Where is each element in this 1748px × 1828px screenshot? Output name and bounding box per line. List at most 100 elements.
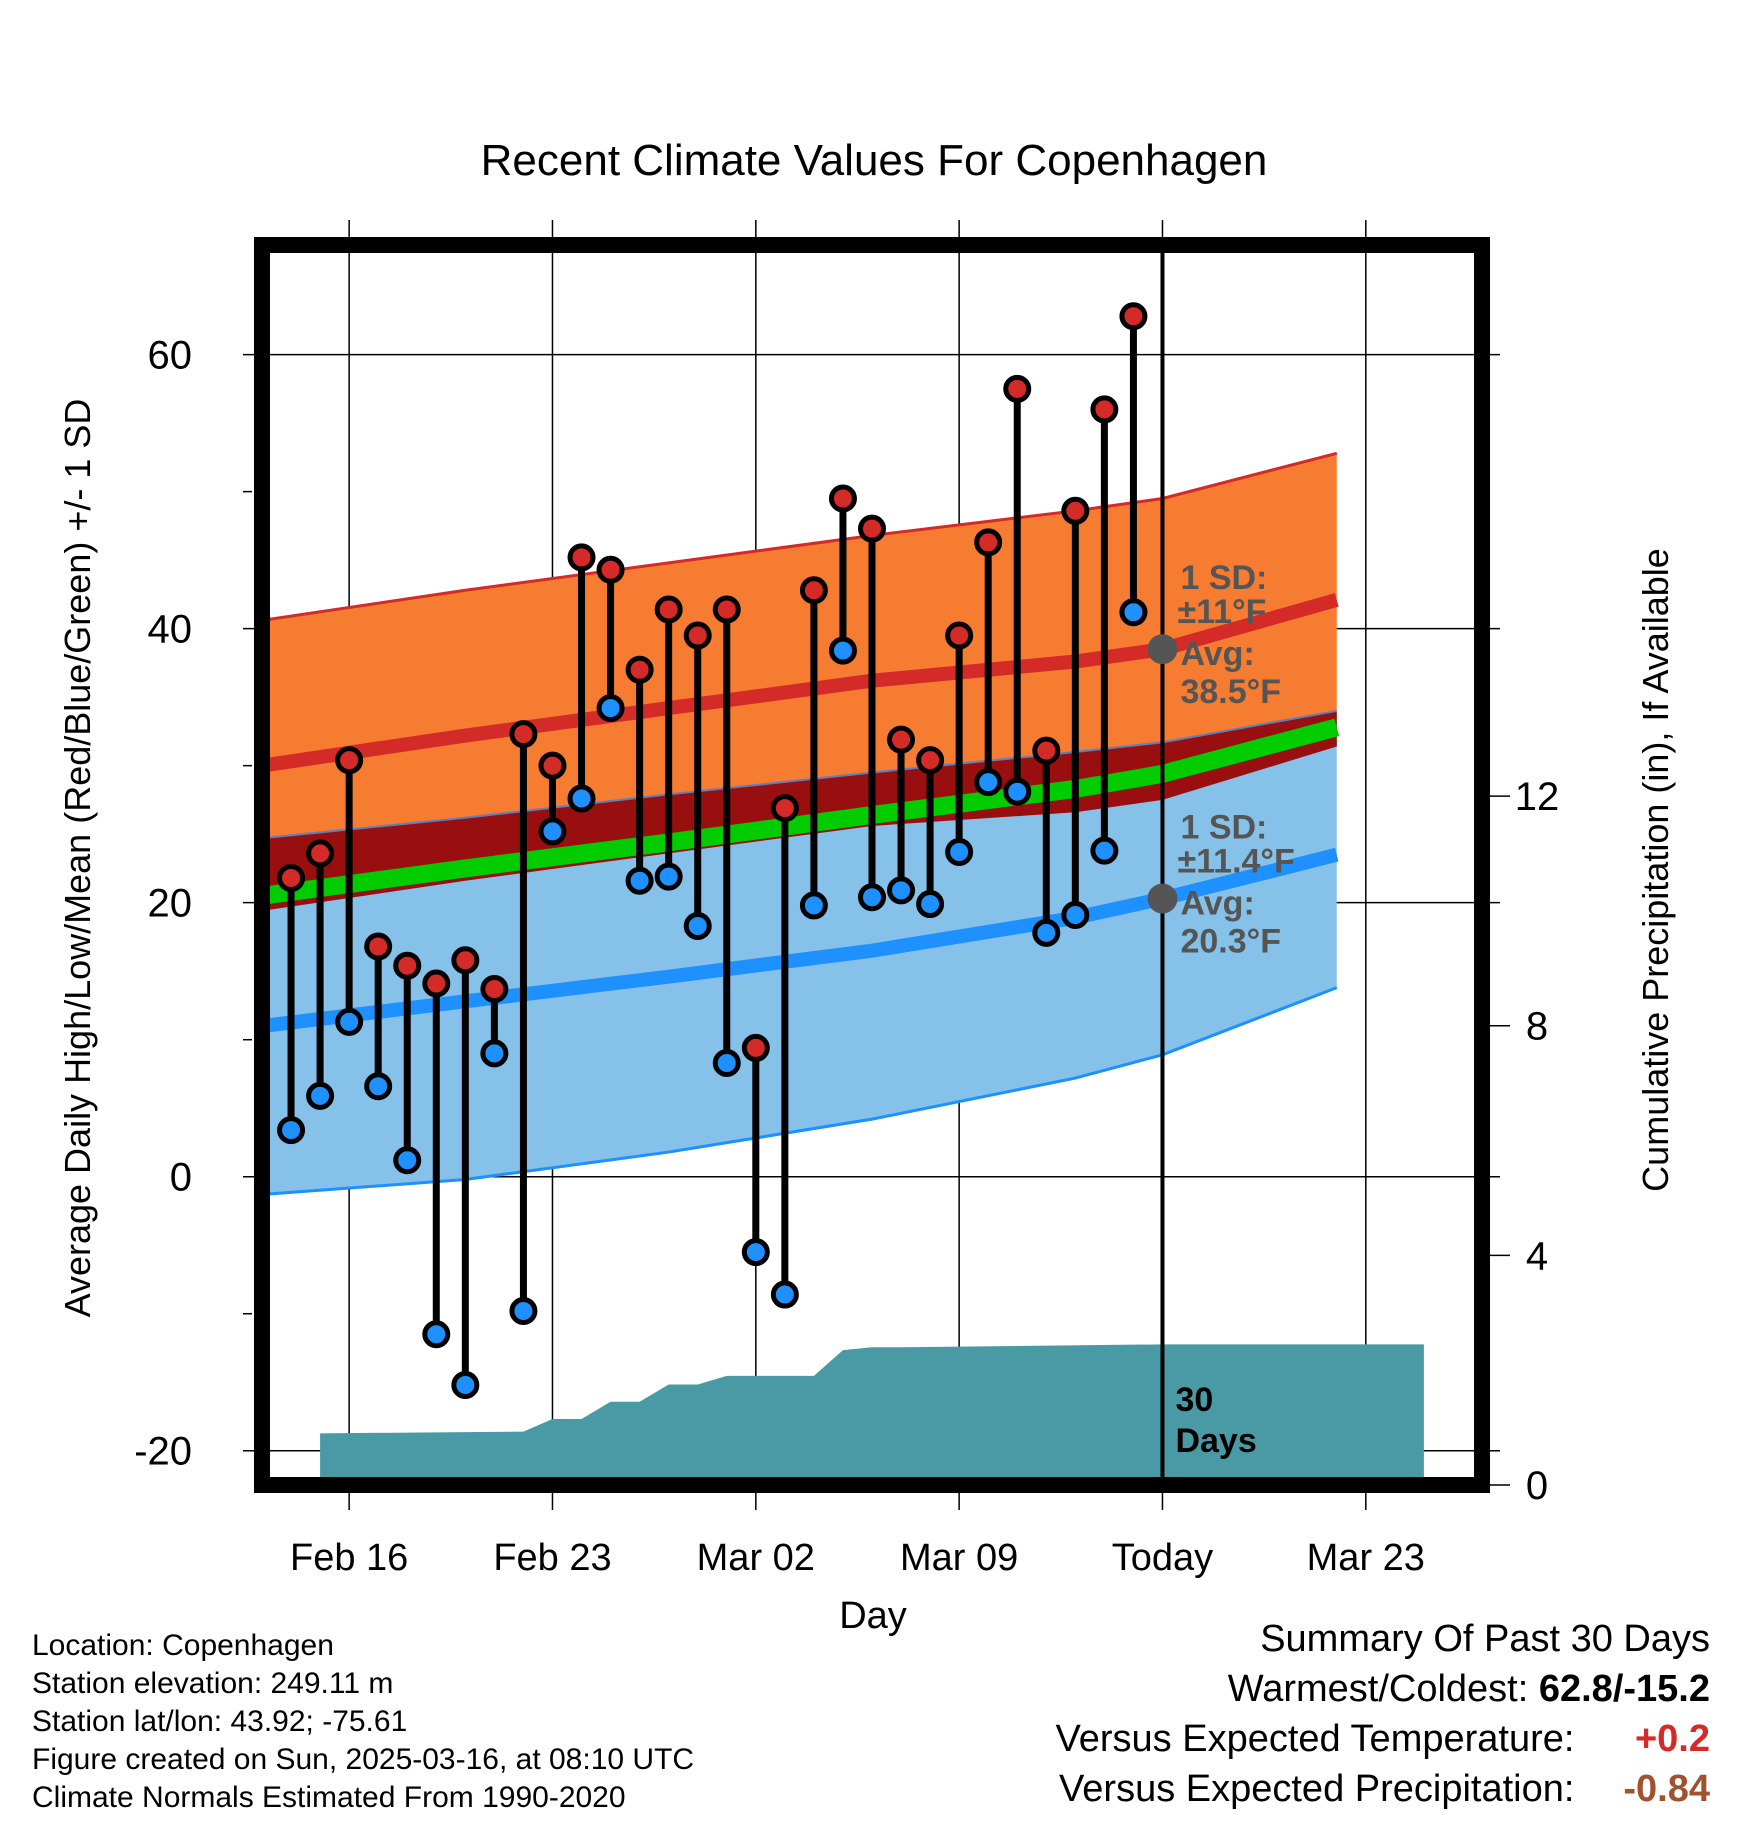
observed-high-point xyxy=(770,794,799,823)
observed-high-point xyxy=(335,746,364,775)
observed-low-point xyxy=(1032,918,1061,947)
observed-low-point xyxy=(1061,901,1090,930)
warmest-value: 62.8/-15.2 xyxy=(1538,1668,1710,1710)
observed-low-point xyxy=(538,817,567,846)
x-tick-label: Today xyxy=(1112,1537,1213,1579)
precip-label: Versus Expected Precipitation: xyxy=(1059,1768,1575,1810)
observed-high-point xyxy=(799,576,828,605)
window-label: Days xyxy=(1175,1422,1256,1460)
observed-high-point xyxy=(364,932,393,961)
latlon-text: Station lat/lon: 43.92; -75.61 xyxy=(32,1705,408,1738)
observed-high-point xyxy=(625,655,654,684)
observed-low-point xyxy=(451,1370,480,1399)
chart-title: Recent Climate Values For Copenhagen xyxy=(481,136,1268,185)
location-text: Location: Copenhagen xyxy=(32,1629,334,1662)
y-tick-label: 0 xyxy=(170,1156,192,1200)
observed-high-point xyxy=(654,595,683,624)
window-label: 30 xyxy=(1175,1381,1213,1419)
x-tick-label: Feb 16 xyxy=(290,1537,408,1579)
created-text: Figure created on Sun, 2025-03-16, at 08… xyxy=(32,1743,695,1776)
y-axis-label: Average Daily High/Low/Mean (Red/Blue/Gr… xyxy=(57,399,98,1318)
observed-low-point xyxy=(480,1039,509,1068)
observed-low-point xyxy=(799,891,828,920)
summary-temp: Versus Expected Temperature: +0.2 xyxy=(1056,1718,1710,1768)
observed-high-point xyxy=(1061,496,1090,525)
observed-high-point xyxy=(480,975,509,1003)
observed-high-point xyxy=(596,555,625,584)
low-avg-marker xyxy=(1147,883,1178,914)
observed-high-point xyxy=(451,946,480,975)
observed-high-point xyxy=(277,864,306,893)
observed-low-point xyxy=(945,837,974,866)
observed-low-point xyxy=(712,1048,741,1077)
observed-high-point xyxy=(945,621,974,650)
observed-high-point xyxy=(1003,374,1032,403)
observed-low-point xyxy=(858,883,886,912)
observed-low-point xyxy=(1090,836,1119,865)
observed-high-point xyxy=(974,528,1003,557)
low-annotation-line: 1 SD: xyxy=(1180,809,1267,847)
observed-high-point xyxy=(741,1033,770,1062)
summary-precip: Versus Expected Precipitation: -0.84 xyxy=(1056,1768,1710,1818)
y2-tick-label: 8 xyxy=(1526,1005,1548,1049)
observed-low-point xyxy=(1003,777,1032,806)
high-annotation-line: 1 SD: xyxy=(1180,559,1267,597)
observed-low-point xyxy=(596,694,625,723)
low-annotation-line: ±11.4°F xyxy=(1177,843,1294,881)
observed-high-point xyxy=(393,951,422,980)
observed-high-point xyxy=(306,839,335,868)
y-tick-label: 40 xyxy=(148,608,193,652)
observed-low-point xyxy=(567,784,596,813)
elevation-text: Station elevation: 249.11 m xyxy=(32,1667,394,1700)
observed-low-point xyxy=(828,636,857,665)
observed-low-point xyxy=(364,1072,393,1101)
normals-text: Climate Normals Estimated From 1990-2020 xyxy=(32,1781,626,1814)
y2-tick-label: 0 xyxy=(1526,1464,1548,1508)
y-tick-label: 60 xyxy=(148,334,193,378)
observed-high-point xyxy=(887,725,916,754)
observed-low-point xyxy=(509,1296,538,1325)
low-annotation-line: Avg: xyxy=(1180,885,1254,923)
observed-high-point xyxy=(1032,736,1061,765)
y2-tick-label: 12 xyxy=(1515,775,1560,819)
observed-high-point xyxy=(509,720,538,749)
observed-low-point xyxy=(277,1116,306,1145)
temp-label: Versus Expected Temperature: xyxy=(1055,1718,1575,1760)
observed-low-point xyxy=(422,1320,451,1349)
observed-high-point xyxy=(712,595,741,624)
x-tick-label: Feb 23 xyxy=(493,1537,611,1579)
low-annotation-line: 20.3°F xyxy=(1180,923,1281,961)
high-annotation-line: 38.5°F xyxy=(1180,673,1281,711)
y2-tick-label: 4 xyxy=(1526,1234,1548,1278)
warmest-label: Warmest/Coldest: xyxy=(1227,1668,1529,1710)
observed-high-point xyxy=(422,969,451,998)
observed-low-point xyxy=(625,866,654,895)
observed-low-point xyxy=(335,1007,364,1036)
summary-warmest: Warmest/Coldest: 62.8/-15.2 xyxy=(1056,1668,1710,1718)
observed-high-point xyxy=(916,746,945,775)
high-avg-marker xyxy=(1147,634,1178,665)
observed-low-point xyxy=(306,1081,335,1110)
summary-heading: Summary Of Past 30 Days xyxy=(1260,1618,1710,1660)
high-annotation-line: ±11°F xyxy=(1177,593,1266,631)
observed-low-point xyxy=(741,1238,770,1267)
y-tick-label: 20 xyxy=(148,882,193,926)
observed-high-point xyxy=(1090,395,1119,424)
observed-high-point xyxy=(538,751,567,780)
precip-value: -0.84 xyxy=(1623,1768,1710,1810)
high-annotation-line: Avg: xyxy=(1180,635,1254,673)
plot-frame xyxy=(254,237,1490,1493)
temp-value: +0.2 xyxy=(1634,1718,1710,1760)
x-tick-label: Mar 02 xyxy=(697,1537,815,1579)
summary-panel: Summary Of Past 30 Days Warmest/Coldest:… xyxy=(1056,1618,1710,1818)
y-tick-label: -20 xyxy=(134,1430,192,1474)
x-tick-label: Mar 09 xyxy=(900,1537,1018,1579)
observed-high-point xyxy=(828,484,857,513)
x-tick-label: Mar 23 xyxy=(1307,1537,1425,1579)
observed-low-point xyxy=(393,1146,422,1175)
observed-low-point xyxy=(887,876,916,905)
observed-low-point xyxy=(1119,598,1148,627)
x-axis-label: Day xyxy=(839,1595,907,1637)
